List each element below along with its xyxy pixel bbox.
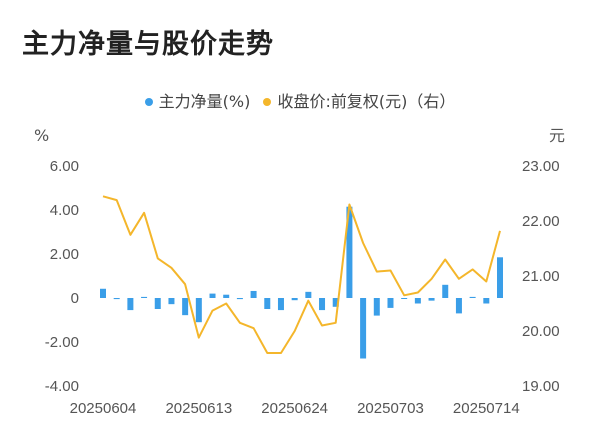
chart-title: 主力净量与股价走势: [22, 29, 274, 60]
bar: [305, 291, 312, 298]
right-tick-label: 21.00: [522, 268, 560, 285]
left-tick-label: 0: [71, 290, 79, 307]
bar: [346, 206, 353, 298]
legend: 主力净量(%) 收盘价:前复权(元)（右）: [0, 88, 600, 112]
legend-label-close-price: 收盘价:前复权(元)（右）: [277, 92, 456, 111]
right-axis-unit: 元: [549, 126, 565, 145]
legend-bar-marker-icon: [144, 97, 153, 106]
bar: [442, 284, 449, 298]
left-tick-label: 4.00: [50, 202, 79, 219]
bar: [414, 298, 421, 304]
x-tick-label: 20250604: [70, 400, 137, 417]
legend-item-close-price[interactable]: 收盘价:前复权(元)（右）: [263, 88, 455, 112]
bar: [497, 257, 503, 298]
right-tick-label: 19.00: [522, 378, 560, 395]
left-tick-label: -2.00: [45, 334, 79, 351]
bar: [113, 298, 120, 300]
bar: [428, 298, 435, 301]
bar: [141, 296, 148, 298]
bar: [182, 298, 189, 316]
left-tick-label: 6.00: [50, 158, 79, 175]
left-tick-label: 2.00: [50, 246, 79, 263]
bar: [291, 298, 298, 301]
bar: [100, 288, 106, 298]
right-tick-label: 23.00: [522, 158, 560, 175]
bar: [223, 294, 230, 298]
bar: [401, 298, 408, 299]
left-tick-label: -4.00: [45, 378, 79, 395]
bar: [387, 298, 394, 308]
legend-item-net-volume[interactable]: 主力净量(%): [144, 88, 251, 112]
bar: [483, 298, 490, 304]
bar: [209, 293, 216, 298]
bar: [264, 298, 271, 309]
x-tick-label: 20250613: [165, 400, 232, 417]
x-tick-label: 20250703: [357, 400, 424, 417]
bar: [360, 298, 367, 359]
bar: [332, 298, 339, 307]
close-price-line: [102, 195, 501, 354]
legend-line-marker-icon: [263, 97, 272, 106]
right-tick-label: 20.00: [522, 323, 560, 340]
bar: [127, 298, 134, 311]
x-tick-label: 20250714: [453, 400, 520, 417]
bar: [277, 298, 284, 311]
left-axis-unit: %: [34, 126, 49, 145]
bar: [319, 298, 326, 311]
bar: [469, 296, 476, 298]
x-tick-label: 20250624: [261, 400, 328, 417]
bar: [154, 298, 161, 309]
bar: [455, 298, 462, 314]
bar: [236, 298, 243, 300]
bar: [250, 290, 257, 298]
legend-label-net-volume: 主力净量(%): [158, 92, 251, 111]
bar: [195, 298, 202, 323]
bar: [373, 298, 380, 316]
right-tick-label: 22.00: [522, 213, 560, 230]
bar: [168, 298, 175, 305]
